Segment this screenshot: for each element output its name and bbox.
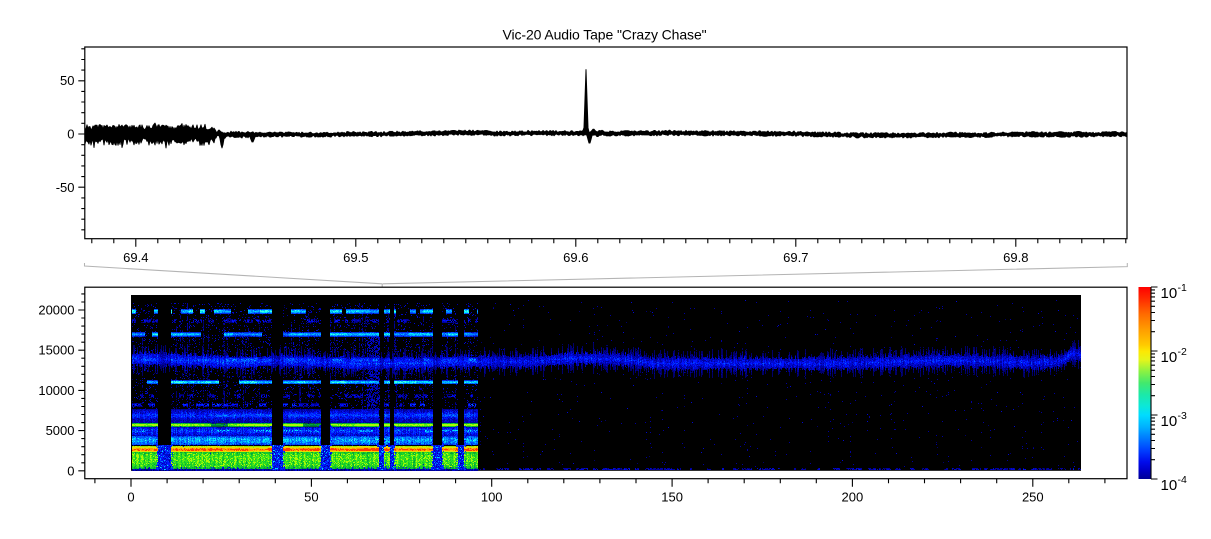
svg-text:200: 200	[842, 490, 864, 505]
svg-text:-50: -50	[56, 180, 75, 195]
svg-text:5000: 5000	[46, 423, 75, 438]
svg-text:-1: -1	[1178, 282, 1187, 294]
svg-text:20000: 20000	[38, 303, 74, 318]
svg-text:10: 10	[1161, 349, 1178, 366]
svg-text:10: 10	[1161, 285, 1178, 302]
svg-text:10: 10	[1161, 477, 1178, 494]
svg-text:100: 100	[481, 490, 503, 505]
svg-text:-3: -3	[1178, 410, 1187, 422]
svg-text:69.7: 69.7	[783, 250, 808, 265]
svg-text:0: 0	[67, 127, 74, 142]
svg-text:69.4: 69.4	[123, 250, 148, 265]
svg-text:15000: 15000	[38, 343, 74, 358]
svg-text:69.5: 69.5	[343, 250, 368, 265]
svg-text:250: 250	[1022, 490, 1044, 505]
svg-text:50: 50	[304, 490, 318, 505]
svg-text:0: 0	[127, 490, 134, 505]
svg-text:10: 10	[1161, 413, 1178, 430]
svg-text:69.6: 69.6	[563, 250, 588, 265]
svg-text:69.8: 69.8	[1003, 250, 1028, 265]
svg-text:Vic-20 Audio Tape "Crazy Chase: Vic-20 Audio Tape "Crazy Chase"	[503, 27, 707, 43]
svg-text:-2: -2	[1178, 346, 1187, 358]
svg-text:0: 0	[67, 463, 74, 478]
svg-text:150: 150	[661, 490, 683, 505]
svg-text:-4: -4	[1178, 474, 1187, 486]
svg-text:50: 50	[60, 73, 74, 88]
svg-text:10000: 10000	[38, 383, 74, 398]
